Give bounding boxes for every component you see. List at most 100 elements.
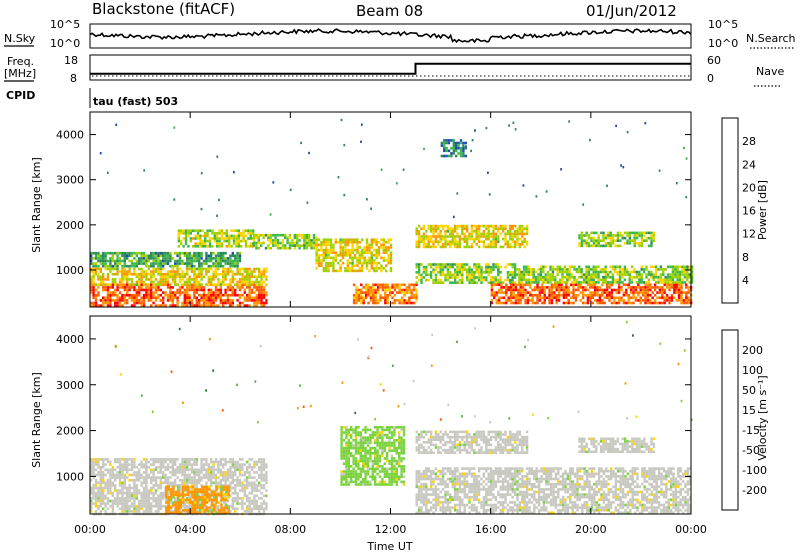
data-cell — [109, 268, 111, 271]
data-cell — [527, 284, 529, 287]
data-cell — [193, 469, 195, 472]
power-y-axis-label: Slant Range [km] — [30, 157, 43, 253]
data-cell — [210, 471, 212, 474]
data-cell — [650, 242, 652, 245]
data-cell — [612, 281, 614, 284]
data-cell — [592, 297, 594, 300]
data-cell — [172, 458, 174, 461]
data-cell — [109, 291, 111, 294]
data-cell — [265, 299, 267, 302]
data-cell — [215, 270, 217, 273]
data-cell — [109, 476, 111, 479]
data-cell — [635, 286, 637, 289]
data-cell — [258, 497, 260, 500]
data-cell — [119, 284, 121, 287]
data-cell — [549, 279, 551, 282]
data-cell — [465, 155, 467, 158]
data-cell — [162, 260, 164, 263]
data-cell — [107, 502, 109, 505]
data-cell — [613, 302, 615, 305]
data-cell — [668, 297, 670, 300]
data-cell — [349, 262, 351, 265]
data-cell — [239, 302, 241, 305]
data-cell — [191, 299, 193, 302]
data-cell — [234, 294, 236, 297]
data-cell — [327, 249, 329, 252]
data-cell — [466, 274, 468, 277]
data-cell — [504, 279, 506, 282]
data-cell — [186, 469, 188, 472]
data-cell — [332, 244, 334, 247]
scatter-point — [115, 124, 117, 126]
data-cell — [432, 281, 434, 284]
data-cell — [232, 252, 234, 255]
data-cell — [415, 299, 417, 302]
data-cell — [347, 241, 349, 244]
data-cell — [588, 245, 590, 248]
data-cell — [168, 488, 170, 491]
data-cell — [222, 294, 224, 297]
data-cell — [174, 458, 176, 461]
data-cell — [150, 489, 152, 492]
data-cell — [681, 279, 683, 282]
data-cell — [449, 233, 451, 236]
scatter-point — [659, 170, 661, 172]
data-cell — [371, 267, 373, 270]
data-cell — [133, 252, 135, 255]
data-cell — [415, 289, 417, 292]
data-cell — [104, 299, 106, 302]
data-cell — [375, 262, 377, 265]
data-cell — [370, 299, 372, 302]
data-cell — [184, 476, 186, 479]
data-cell — [185, 237, 187, 240]
data-cell — [119, 492, 121, 495]
data-cell — [667, 276, 669, 279]
data-cell — [229, 474, 231, 477]
data-cell — [160, 502, 162, 505]
data-cell — [524, 299, 526, 302]
data-cell — [128, 495, 130, 498]
data-cell — [184, 291, 186, 294]
data-cell — [201, 491, 203, 494]
data-cell — [641, 237, 643, 240]
data-cell — [428, 235, 430, 238]
data-cell — [500, 286, 502, 289]
data-cell — [637, 299, 639, 302]
data-cell — [535, 276, 537, 279]
data-cell — [222, 463, 224, 466]
data-cell — [205, 302, 207, 305]
data-cell — [143, 299, 145, 302]
data-cell — [496, 284, 498, 287]
data-cell — [220, 482, 222, 485]
data-cell — [260, 476, 262, 479]
data-cell — [95, 487, 97, 490]
data-cell — [260, 294, 262, 297]
data-cell — [518, 281, 520, 284]
data-cell — [323, 267, 325, 270]
data-cell — [366, 249, 368, 252]
data-cell — [95, 302, 97, 305]
data-cell — [178, 240, 180, 243]
data-cell — [194, 506, 196, 509]
data-cell — [100, 260, 102, 263]
data-cell — [371, 264, 373, 267]
data-cell — [155, 299, 157, 302]
data-cell — [356, 257, 358, 260]
data-cell — [199, 491, 201, 494]
data-cell — [507, 276, 509, 279]
data-cell — [418, 274, 420, 277]
scatter-point — [582, 203, 584, 205]
data-cell — [155, 270, 157, 273]
scatter-point — [606, 185, 608, 187]
data-cell — [604, 291, 606, 294]
data-cell — [167, 458, 169, 461]
data-cell — [148, 476, 150, 479]
data-cell — [192, 229, 194, 232]
data-cell — [564, 276, 566, 279]
data-cell — [665, 279, 667, 282]
data-cell — [668, 289, 670, 292]
data-cell — [655, 271, 657, 274]
data-cell — [478, 268, 480, 271]
nave-tick-low: 0 — [707, 72, 714, 85]
data-cell — [581, 234, 583, 237]
